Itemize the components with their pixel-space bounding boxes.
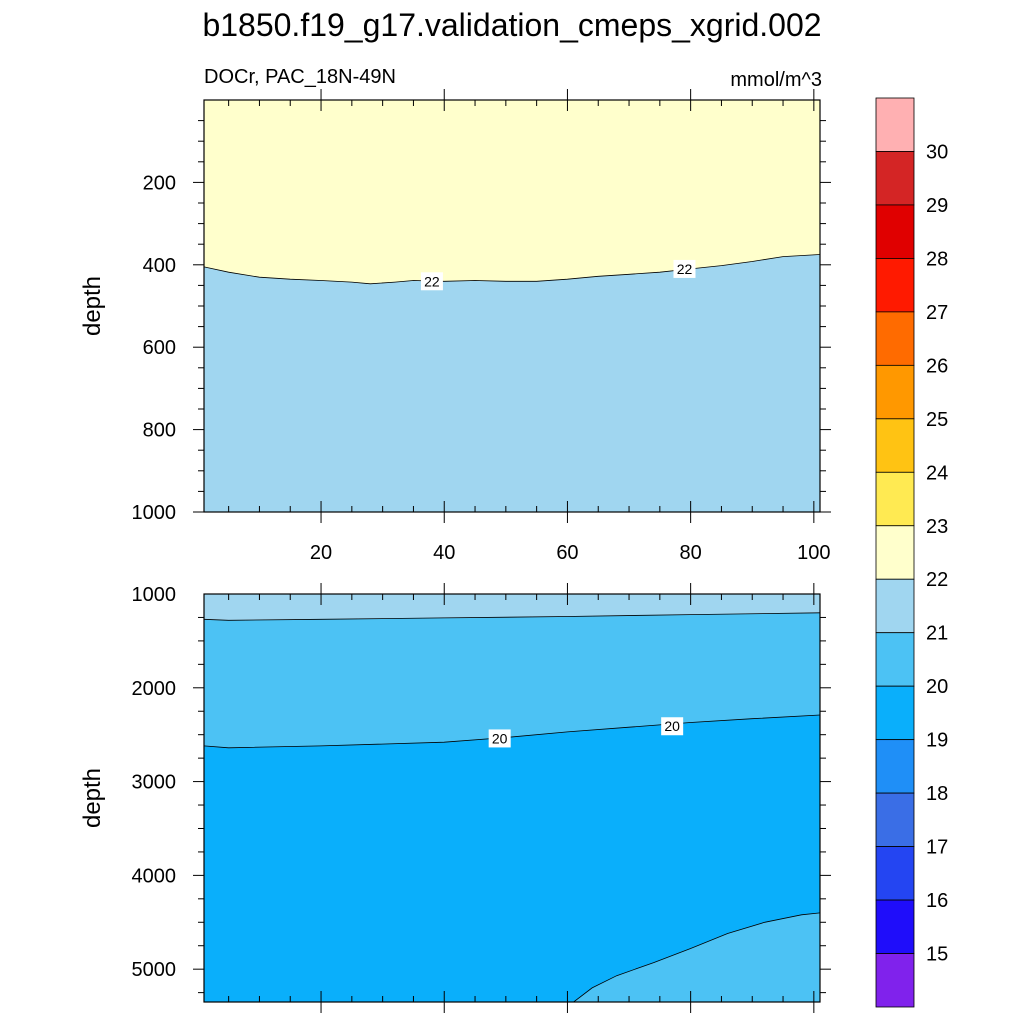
colorbar-label: 18 [926,783,948,805]
y-tick-label: 600 [143,337,176,359]
colorbar-swatch [875,632,915,687]
colorbar-label: 30 [926,141,948,163]
y-tick-label: 4000 [132,865,177,887]
bottom-ylabel: depth [79,768,106,828]
colorbar-label: 25 [926,409,948,431]
y-tick-label: 200 [143,172,176,194]
colorbar-swatch [875,739,915,794]
colorbar-swatch [875,311,915,366]
contour-label: 20 [492,730,508,746]
contour-label-box [661,717,684,736]
region-19-20 [204,715,820,1002]
colorbar-swatch [875,953,915,1008]
colorbar-label: 29 [926,195,948,217]
contour-line-22 [204,254,820,285]
y-tick-label: 1000 [132,584,177,606]
contour-line-20 [204,714,820,749]
contour-label-box [420,272,443,291]
colorbar-label: 27 [926,302,948,324]
contour-label-box [673,259,696,278]
x-tick-label: 100 [797,542,830,564]
region-21-22 [204,254,820,512]
colorbar-swatch [875,525,915,580]
contour-line-20 [573,912,820,1002]
colorbar-swatch [875,364,915,420]
variable-label: DOCr, PAC_18N-49N [204,66,396,88]
colorbar-swatch [875,418,915,473]
panel-frame [203,593,821,1003]
colorbar-swatch [875,578,915,634]
colorbar-label: 19 [926,730,948,752]
colorbar-swatch [875,685,915,741]
x-tick-label: 60 [556,542,578,564]
colorbar-label: 15 [926,944,948,966]
colorbar-swatch [875,204,915,259]
y-tick-label: 2000 [132,678,177,700]
colorbar-label: 28 [926,248,948,270]
contour-line-21 [204,612,820,621]
colorbar-swatch [875,97,915,152]
x-tick-label: 40 [433,542,455,564]
chart-title: b1850.f19_g17.validation_cmeps_xgrid.002 [202,7,821,43]
contour-label: 22 [677,261,693,277]
colorbar-swatch [875,792,915,847]
y-tick-label: 400 [143,255,176,277]
y-tick-label: 800 [143,420,176,442]
colorbar-label: 22 [926,569,948,591]
top-ylabel: depth [79,276,106,336]
panel-fills [204,594,820,1002]
colorbar-label: 23 [926,516,948,538]
colorbar-label: 26 [926,355,948,377]
colorbar-label: 24 [926,462,948,484]
colorbar-swatch [875,151,915,206]
contour-label: 22 [424,273,440,289]
colorbar-label: 20 [926,676,948,698]
units-label: mmol/m^3 [730,69,822,91]
top-panel: 22 22 20 40 60 80 100 200 400 600 800 1000 [132,89,831,564]
colorbar-swatch [875,846,915,901]
region-20-21-bottom [573,912,820,1002]
colorbar-swatch [875,258,915,313]
y-tick-label: 1000 [132,502,177,524]
panel-fills [204,100,820,512]
colorbar-label: 21 [926,623,948,645]
contour-label: 20 [664,718,680,734]
y-tick-label: 5000 [132,959,177,981]
y-tick-label: 3000 [132,772,177,794]
contour-label-box [488,729,511,748]
colorbar-swatch [875,899,915,954]
x-tick-label: 80 [680,542,702,564]
colorbar-label: 17 [926,837,948,859]
colorbar-swatch [875,471,915,527]
colorbar-label: 16 [926,890,948,912]
bottom-panel: 20 20 1000 2000 3000 4000 5000 [132,583,831,1013]
x-tick-label: 20 [310,542,332,564]
colorbar: 30 29 28 27 26 25 24 23 22 21 20 19 18 17 16 15 [875,97,948,1008]
